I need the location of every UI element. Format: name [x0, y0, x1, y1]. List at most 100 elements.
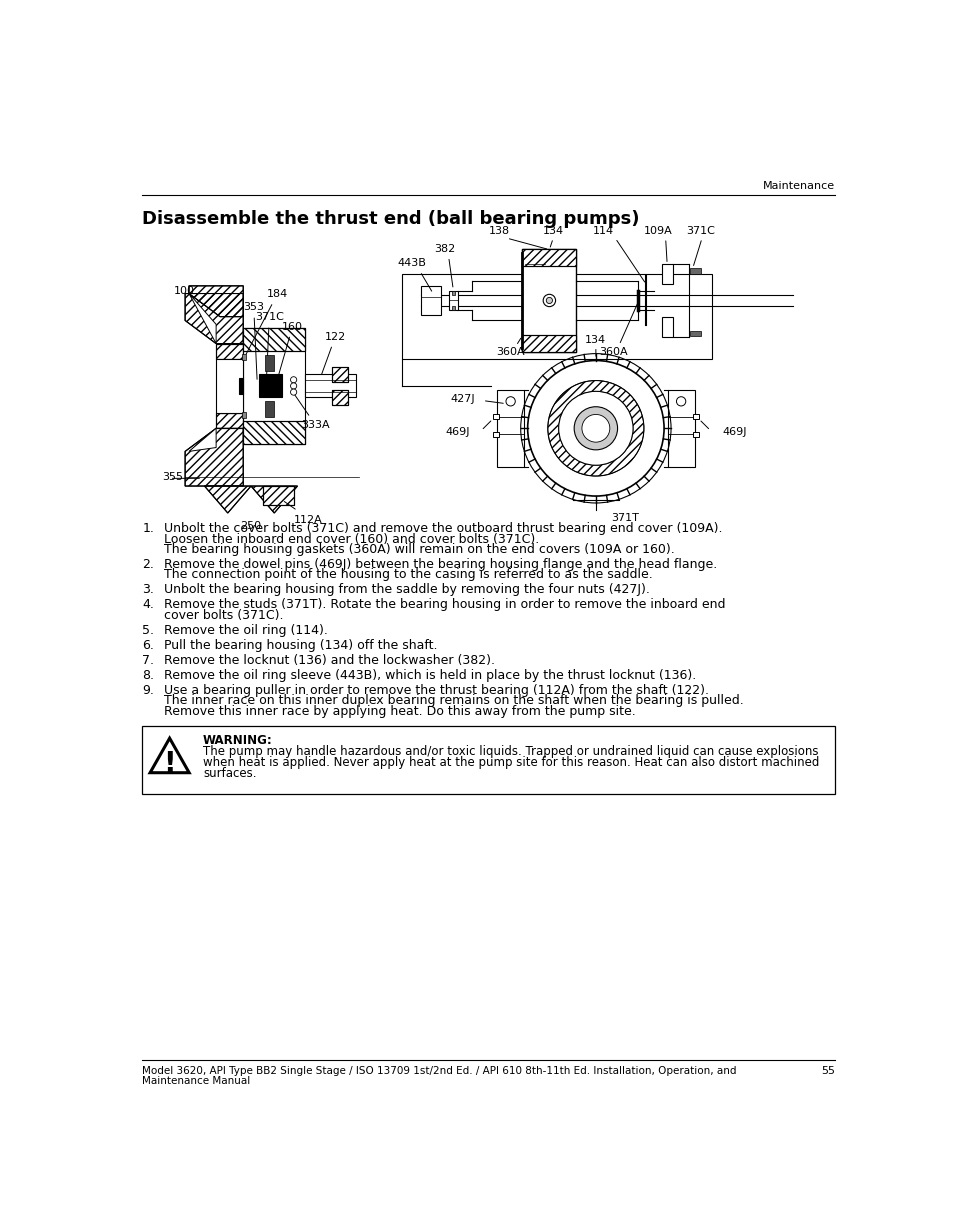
Polygon shape [216, 413, 243, 428]
Circle shape [542, 294, 555, 307]
Circle shape [546, 297, 552, 303]
Text: WARNING:: WARNING: [203, 734, 273, 746]
Text: 443B: 443B [397, 258, 426, 269]
Text: Remove the oil ring (114).: Remove the oil ring (114). [164, 623, 328, 637]
Text: The inner race on this inner duplex bearing remains on the shaft when the bearin: The inner race on this inner duplex bear… [164, 694, 743, 707]
Polygon shape [305, 374, 355, 398]
Circle shape [581, 415, 609, 442]
Text: 55: 55 [821, 1066, 835, 1076]
Circle shape [558, 391, 633, 465]
Circle shape [547, 380, 643, 476]
Polygon shape [265, 355, 274, 371]
Polygon shape [258, 374, 282, 398]
Polygon shape [690, 269, 700, 274]
Polygon shape [661, 264, 673, 283]
Polygon shape [448, 291, 457, 309]
Circle shape [291, 389, 296, 395]
Text: 360A: 360A [496, 347, 524, 357]
Polygon shape [497, 390, 523, 466]
Polygon shape [243, 421, 305, 444]
Polygon shape [667, 390, 695, 466]
Text: Disassemble the thrust end (ball bearing pumps): Disassemble the thrust end (ball bearing… [142, 210, 639, 228]
Text: 134: 134 [542, 226, 563, 236]
Text: 2.: 2. [142, 558, 154, 571]
Polygon shape [216, 344, 243, 360]
Text: when heat is applied. Never apply heat at the pump site for this reason. Heat ca: when heat is applied. Never apply heat a… [203, 756, 819, 769]
Text: surfaces.: surfaces. [203, 767, 256, 780]
Text: Remove the dowel pins (469J) between the bearing housing flange and the head fla: Remove the dowel pins (469J) between the… [164, 558, 717, 571]
Polygon shape [185, 428, 243, 486]
Polygon shape [262, 486, 294, 506]
Text: Model 3620, API Type BB2 Single Stage / ISO 13709 1st/2nd Ed. / API 610 8th-11th: Model 3620, API Type BB2 Single Stage / … [142, 1066, 737, 1076]
Polygon shape [493, 415, 498, 420]
Polygon shape [332, 367, 348, 382]
Polygon shape [452, 291, 455, 294]
Polygon shape [243, 328, 305, 351]
Polygon shape [243, 328, 305, 444]
Text: 134: 134 [585, 335, 606, 345]
Polygon shape [241, 353, 246, 360]
Text: cover bolts (371C).: cover bolts (371C). [164, 609, 283, 622]
Circle shape [574, 406, 617, 450]
Polygon shape [241, 412, 246, 418]
Polygon shape [521, 249, 576, 266]
Polygon shape [189, 428, 216, 452]
Text: 427J: 427J [450, 394, 475, 404]
Polygon shape [204, 486, 251, 513]
Polygon shape [332, 390, 348, 405]
Text: Loosen the inboard end cover (160) and cover bolts (371C).: Loosen the inboard end cover (160) and c… [164, 533, 538, 546]
Polygon shape [251, 486, 297, 513]
Text: The connection point of the housing to the casing is referred to as the saddle.: The connection point of the housing to t… [164, 568, 652, 582]
Polygon shape [239, 378, 243, 394]
Text: 112A: 112A [294, 515, 322, 525]
Text: 360A: 360A [598, 347, 627, 357]
Polygon shape [692, 415, 699, 420]
Text: 250: 250 [240, 520, 261, 531]
Text: 371C: 371C [254, 313, 283, 375]
Polygon shape [690, 330, 700, 336]
Polygon shape [521, 249, 576, 352]
Text: 100: 100 [173, 286, 202, 303]
Text: 333A: 333A [293, 393, 330, 431]
Text: 8.: 8. [142, 669, 154, 682]
Text: 355: 355 [162, 472, 183, 482]
Text: Remove the oil ring sleeve (443B), which is held in place by the thrust locknut : Remove the oil ring sleeve (443B), which… [164, 669, 696, 682]
Text: 9.: 9. [142, 683, 154, 697]
Text: Remove the locknut (136) and the lockwasher (382).: Remove the locknut (136) and the lockwas… [164, 654, 495, 667]
Polygon shape [521, 335, 576, 352]
Text: 138: 138 [488, 226, 509, 236]
Text: 114: 114 [593, 226, 614, 236]
Circle shape [676, 396, 685, 406]
Text: Remove this inner race by applying heat. Do this away from the pump site.: Remove this inner race by applying heat.… [164, 704, 636, 718]
Circle shape [505, 396, 515, 406]
Text: Remove the studs (371T). Rotate the bearing housing in order to remove the inboa: Remove the studs (371T). Rotate the bear… [164, 599, 725, 611]
Polygon shape [493, 432, 498, 437]
Text: 3.: 3. [142, 584, 154, 596]
Polygon shape [692, 432, 699, 437]
Text: 353: 353 [243, 303, 264, 379]
Circle shape [291, 383, 296, 389]
Text: The pump may handle hazardous and/or toxic liquids. Trapped or undrained liquid : The pump may handle hazardous and/or tox… [203, 745, 818, 758]
Text: 184: 184 [246, 290, 288, 355]
Text: 7.: 7. [142, 654, 154, 667]
Text: 109A: 109A [643, 226, 672, 236]
Text: 4.: 4. [142, 599, 154, 611]
Text: 382: 382 [434, 243, 455, 254]
Text: Unbolt the bearing housing from the saddle by removing the four nuts (427J).: Unbolt the bearing housing from the sadd… [164, 584, 649, 596]
Polygon shape [265, 401, 274, 417]
Text: Maintenance: Maintenance [762, 182, 835, 191]
Polygon shape [452, 306, 455, 309]
Text: 160: 160 [278, 321, 303, 374]
Text: !: ! [163, 750, 175, 778]
Text: 469J: 469J [445, 427, 469, 437]
Polygon shape [185, 293, 243, 344]
Text: 469J: 469J [721, 427, 746, 437]
Text: Unbolt the cover bolts (371C) and remove the outboard thrust bearing end cover (: Unbolt the cover bolts (371C) and remove… [164, 523, 722, 535]
Circle shape [527, 361, 663, 496]
Text: The bearing housing gaskets (360A) will remain on the end covers (109A or 160).: The bearing housing gaskets (360A) will … [164, 544, 674, 556]
Polygon shape [189, 286, 243, 317]
Polygon shape [150, 739, 189, 773]
Text: Pull the bearing housing (134) off the shaft.: Pull the bearing housing (134) off the s… [164, 639, 437, 652]
Text: 5.: 5. [142, 623, 154, 637]
Polygon shape [661, 318, 673, 336]
